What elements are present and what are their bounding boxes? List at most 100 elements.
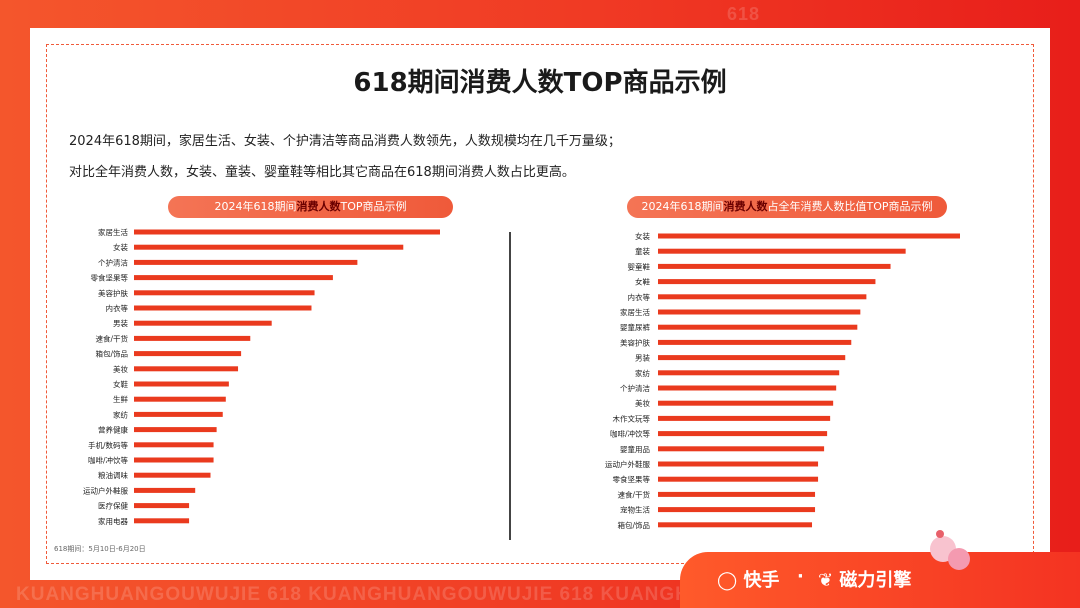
right-category-label: 内衣等 [628,292,651,302]
page-title: 618期间消费人数TOP商品示例 [353,68,727,98]
left-bar [134,275,333,281]
left-bar [134,487,196,493]
left-bar [134,396,226,402]
right-bar [658,476,819,482]
right-category-label: 个护清洁 [620,383,650,393]
right-bar [658,309,861,315]
cili-logo: ❦ 磁力引擎 [818,566,911,592]
right-bar [658,233,960,239]
left-category-label: 个护清洁 [98,257,128,267]
right-bar [658,279,876,285]
right-category-label: 美妆 [635,398,650,408]
right-category-label: 运动户外鞋服 [605,459,650,469]
left-category-label: 箱包/饰品 [95,349,128,359]
flower-decoration-2 [948,548,970,570]
left-bar [134,442,214,448]
left-pill-highlight: 消费人数 [296,200,341,213]
left-category-label: 手机/数码等 [88,440,129,450]
right-category-label: 婴童用品 [620,444,650,454]
left-category-label: 家用电器 [98,516,128,526]
chart-divider [509,232,511,540]
left-category-label: 女鞋 [113,379,128,389]
right-category-label: 木作文玩等 [613,413,651,423]
left-pill-pre: 2024年618期间 [214,200,297,213]
left-bar [134,381,229,387]
cili-icon: ❦ [818,570,834,591]
left-bar [134,411,223,417]
left-bar [134,427,217,433]
left-category-label: 女装 [113,242,128,252]
left-bar [134,244,404,250]
left-category-label: 粮油调味 [98,470,128,480]
right-bar [658,415,831,421]
right-bar [658,248,906,254]
brand-cili: 磁力引擎 [839,570,912,591]
right-bar [658,294,867,300]
description-line-1: 2024年618期间，家居生活、女装、个护清洁等商品消费人数领先，人数规模均在几… [69,134,621,149]
left-category-label: 速食/干货 [95,333,128,343]
right-bar [658,507,816,513]
left-bar [134,320,272,326]
left-category-label: 内衣等 [106,303,129,313]
kuaishou-logo: ◯ 快手 [717,566,779,592]
left-chart-title-pill: 2024年618期间消费人数TOP商品示例 [168,196,453,218]
right-pill-pre: 2024年618期间 [641,200,724,213]
left-bar [134,229,440,235]
footnote: 618期间：5月10日-6月20日 [54,545,146,553]
left-bar [134,259,358,265]
right-category-label: 家居生活 [620,307,650,317]
left-bar-chart: 家居生活女装个护清洁零食坚果等美容护肤内衣等男装速食/干货箱包/饰品美妆女鞋生鲜… [83,227,440,526]
flower-decoration-3 [936,530,944,538]
left-category-label: 家居生活 [98,227,128,237]
right-category-label: 女鞋 [635,277,650,287]
dashed-border [46,44,1034,564]
left-category-label: 营养健康 [98,425,128,435]
right-pill-post: 占全年消费人数比值TOP商品示例 [767,200,933,213]
watermark-top: 618 [727,4,761,24]
left-category-label: 零食坚果等 [91,273,129,283]
left-bar [134,290,315,296]
right-category-label: 家纺 [635,368,650,378]
right-category-label: 童装 [635,246,650,256]
right-bar [658,263,891,269]
left-bar [134,457,214,463]
left-bar [134,366,239,372]
content-card: 618期间消费人数TOP商品示例 2024年618期间，家居生活、女装、个护清洁… [30,28,1050,580]
right-bar [658,355,846,361]
right-category-label: 男装 [635,353,650,363]
right-bar [658,491,816,497]
right-category-label: 速食/干货 [617,489,650,499]
left-category-label: 美妆 [113,364,128,374]
watermark-bottom: KUANGHUANGOUWUJIE 618 KUANGHUANGOUWUJIE … [16,584,887,605]
right-category-label: 箱包/饰品 [617,520,650,530]
right-bar [658,339,852,345]
left-category-label: 生鲜 [113,394,128,404]
right-bar [658,446,825,452]
right-category-label: 婴童尿裤 [620,322,650,332]
left-bar [134,305,312,311]
right-bar [658,461,819,467]
right-bar-chart: 女装童装婴童鞋女鞋内衣等家居生活婴童尿裤美容护肤男装家纺个护清洁美妆木作文玩等咖… [605,231,960,530]
footer-bar [680,552,1080,608]
left-category-label: 医疗保健 [98,501,128,511]
description-line-2: 对比全年消费人数，女装、童装、婴童鞋等相比其它商品在618期间消费人数占比更高。 [69,165,575,180]
left-category-label: 运动户外鞋服 [83,485,128,495]
brand-separator: · [797,566,804,587]
right-bar [658,385,837,391]
right-bar [658,324,858,330]
right-category-label: 零食坚果等 [613,474,651,484]
left-bar [134,518,190,524]
right-bar [658,370,840,376]
right-category-label: 女装 [635,231,650,241]
kuaishou-icon: ◯ [717,570,738,591]
right-pill-highlight: 消费人数 [723,200,768,213]
left-bar [134,351,242,357]
right-category-label: 宠物生活 [620,505,650,515]
left-pill-post: TOP商品示例 [340,200,407,213]
left-bar [134,472,211,478]
left-bar [134,503,190,509]
right-category-label: 美容护肤 [620,337,650,347]
left-category-label: 家纺 [113,409,128,419]
left-category-label: 咖啡/冲饮等 [88,455,129,465]
right-category-label: 咖啡/冲饮等 [610,429,651,439]
